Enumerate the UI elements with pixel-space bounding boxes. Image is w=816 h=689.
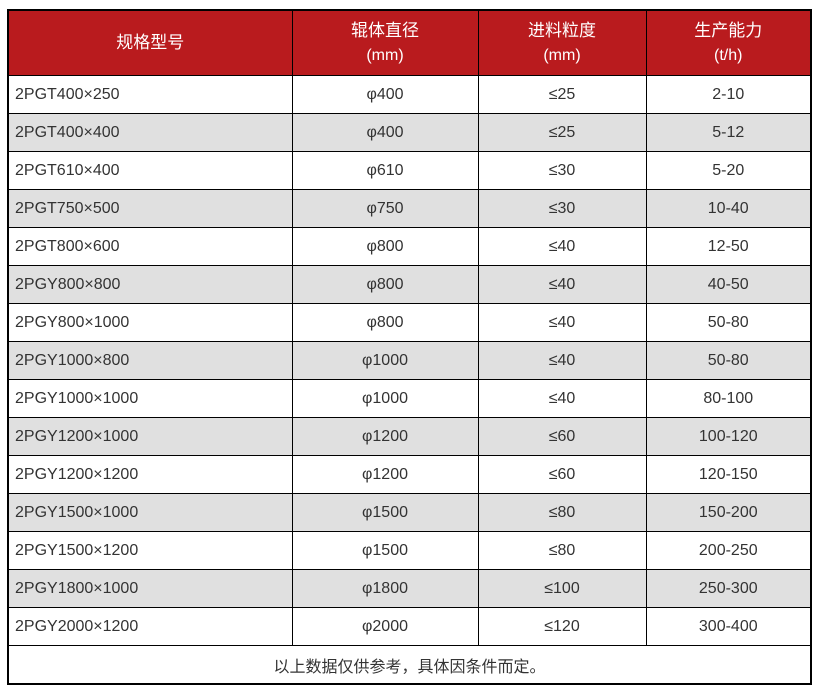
cell-roller-diameter: φ1500 — [291, 531, 479, 570]
table-row: 2PGT610×400 φ610 ≤30 5-20 — [7, 151, 812, 190]
cell-roller-diameter: φ2000 — [291, 607, 479, 646]
table-row: 2PGY1200×1200 φ1200 ≤60 120-150 — [7, 455, 812, 494]
col-header-capacity-label: 生产能力 — [694, 21, 763, 40]
cell-capacity: 200-250 — [645, 531, 812, 570]
col-header-capacity-unit: (t/h) — [714, 47, 743, 64]
cell-capacity: 2-10 — [645, 75, 812, 114]
table-row: 2PGT800×600 φ800 ≤40 12-50 — [7, 227, 812, 266]
cell-roller-diameter: φ800 — [291, 265, 479, 304]
table-row: 2PGY1500×1200 φ1500 ≤80 200-250 — [7, 531, 812, 570]
cell-model: 2PGT800×600 — [7, 227, 293, 266]
cell-model: 2PGY1200×1200 — [7, 455, 293, 494]
cell-feed-size: ≤40 — [477, 341, 647, 380]
table-row: 2PGT400×400 φ400 ≤25 5-12 — [7, 113, 812, 152]
table-row: 2PGY1200×1000 φ1200 ≤60 100-120 — [7, 417, 812, 456]
cell-roller-diameter: φ400 — [291, 113, 479, 152]
cell-model: 2PGT400×400 — [7, 113, 293, 152]
cell-roller-diameter: φ1000 — [291, 341, 479, 380]
col-header-model-label: 规格型号 — [116, 33, 185, 52]
cell-capacity: 50-80 — [645, 341, 812, 380]
cell-capacity: 12-50 — [645, 227, 812, 266]
table-row: 2PGY800×800 φ800 ≤40 40-50 — [7, 265, 812, 304]
cell-capacity: 5-12 — [645, 113, 812, 152]
cell-feed-size: ≤40 — [477, 379, 647, 418]
cell-feed-size: ≤40 — [477, 265, 647, 304]
table-row: 2PGY1000×1000 φ1000 ≤40 80-100 — [7, 379, 812, 418]
cell-feed-size: ≤30 — [477, 151, 647, 190]
cell-feed-size: ≤25 — [477, 75, 647, 114]
cell-roller-diameter: φ800 — [291, 303, 479, 342]
cell-model: 2PGY1800×1000 — [7, 569, 293, 608]
col-header-roller-diameter-label: 辊体直径 — [351, 21, 419, 40]
cell-feed-size: ≤120 — [477, 607, 647, 646]
cell-feed-size: ≤80 — [477, 531, 647, 570]
cell-feed-size: ≤100 — [477, 569, 647, 608]
cell-model: 2PGT400×250 — [7, 75, 293, 114]
cell-roller-diameter: φ610 — [291, 151, 479, 190]
cell-feed-size: ≤25 — [477, 113, 647, 152]
col-header-feed-size-unit: (mm) — [543, 47, 581, 64]
cell-model: 2PGY1200×1000 — [7, 417, 293, 456]
cell-roller-diameter: φ1800 — [291, 569, 479, 608]
spec-table: 规格型号 辊体直径 (mm) 进料粒度 (mm) 生产能力 (t/h) 2PGT… — [7, 9, 812, 685]
cell-feed-size: ≤40 — [477, 303, 647, 342]
table-row: 2PGT400×250 φ400 ≤25 2-10 — [7, 75, 812, 114]
footer-note: 以上数据仅供参考，具体因条件而定。 — [7, 645, 812, 685]
col-header-roller-diameter-unit: (mm) — [366, 47, 404, 64]
cell-model: 2PGT750×500 — [7, 189, 293, 228]
cell-capacity: 50-80 — [645, 303, 812, 342]
header-row: 规格型号 辊体直径 (mm) 进料粒度 (mm) 生产能力 (t/h) — [7, 9, 812, 76]
cell-capacity: 150-200 — [645, 493, 812, 532]
table-row: 2PGY2000×1200 φ2000 ≤120 300-400 — [7, 607, 812, 646]
cell-capacity: 300-400 — [645, 607, 812, 646]
cell-capacity: 80-100 — [645, 379, 812, 418]
cell-feed-size: ≤60 — [477, 417, 647, 456]
col-header-roller-diameter: 辊体直径 (mm) — [291, 9, 479, 76]
cell-capacity: 40-50 — [645, 265, 812, 304]
cell-feed-size: ≤30 — [477, 189, 647, 228]
col-header-feed-size-label: 进料粒度 — [528, 21, 596, 40]
cell-roller-diameter: φ750 — [291, 189, 479, 228]
table-row: 2PGY800×1000 φ800 ≤40 50-80 — [7, 303, 812, 342]
cell-capacity: 120-150 — [645, 455, 812, 494]
cell-capacity: 5-20 — [645, 151, 812, 190]
table-row: 2PGY1000×800 φ1000 ≤40 50-80 — [7, 341, 812, 380]
cell-capacity: 100-120 — [645, 417, 812, 456]
col-header-feed-size: 进料粒度 (mm) — [477, 9, 647, 76]
footer-row: 以上数据仅供参考，具体因条件而定。 — [7, 645, 812, 685]
cell-roller-diameter: φ1000 — [291, 379, 479, 418]
cell-model: 2PGY800×800 — [7, 265, 293, 304]
col-header-capacity: 生产能力 (t/h) — [645, 9, 812, 76]
cell-roller-diameter: φ400 — [291, 75, 479, 114]
cell-model: 2PGT610×400 — [7, 151, 293, 190]
cell-feed-size: ≤40 — [477, 227, 647, 266]
cell-model: 2PGY2000×1200 — [7, 607, 293, 646]
table-row: 2PGY1800×1000 φ1800 ≤100 250-300 — [7, 569, 812, 608]
cell-capacity: 10-40 — [645, 189, 812, 228]
cell-capacity: 250-300 — [645, 569, 812, 608]
cell-feed-size: ≤80 — [477, 493, 647, 532]
cell-roller-diameter: φ1500 — [291, 493, 479, 532]
cell-roller-diameter: φ800 — [291, 227, 479, 266]
cell-model: 2PGY1000×1000 — [7, 379, 293, 418]
table-row: 2PGY1500×1000 φ1500 ≤80 150-200 — [7, 493, 812, 532]
cell-model: 2PGY1000×800 — [7, 341, 293, 380]
cell-roller-diameter: φ1200 — [291, 417, 479, 456]
table-row: 2PGT750×500 φ750 ≤30 10-40 — [7, 189, 812, 228]
cell-model: 2PGY800×1000 — [7, 303, 293, 342]
cell-model: 2PGY1500×1000 — [7, 493, 293, 532]
cell-feed-size: ≤60 — [477, 455, 647, 494]
cell-roller-diameter: φ1200 — [291, 455, 479, 494]
col-header-model: 规格型号 — [7, 9, 293, 76]
cell-model: 2PGY1500×1200 — [7, 531, 293, 570]
